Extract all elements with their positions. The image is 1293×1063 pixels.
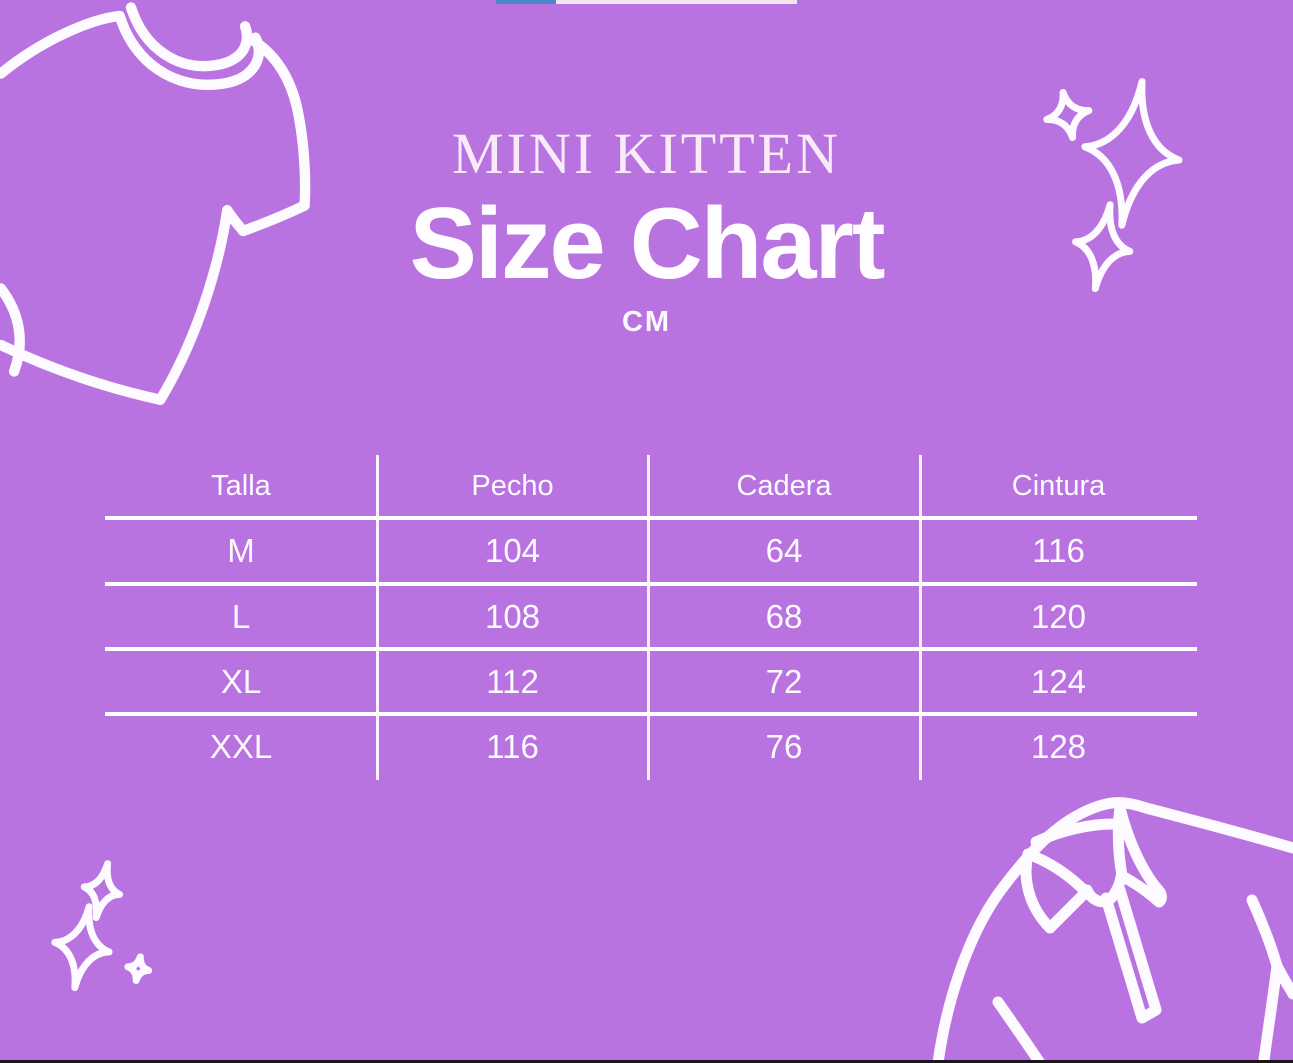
table-row: L 108 68 120 <box>105 584 1197 649</box>
table-cell: 116 <box>486 728 539 765</box>
sparkles-bottom-left-icon <box>40 830 260 1030</box>
video-progress-bar[interactable] <box>0 0 1293 4</box>
unit-label: CM <box>621 306 672 338</box>
bottom-edge-bar <box>0 1060 1293 1063</box>
table-cell: 112 <box>486 662 539 700</box>
table-cell: XL <box>220 662 262 700</box>
table-divider <box>919 455 922 780</box>
title-block: MINI KITTEN Size Chart CM <box>0 120 1293 339</box>
table-cell: 72 <box>765 662 803 700</box>
column-header-talla: Talla <box>211 470 271 502</box>
table-cell: 120 <box>1030 597 1087 635</box>
table-cell: 108 <box>484 597 541 635</box>
table-cell: 124 <box>1030 662 1087 700</box>
table-divider <box>105 712 1197 716</box>
table-cell: 64 <box>765 532 803 569</box>
table-divider <box>647 455 650 780</box>
table-divider <box>105 516 1197 520</box>
table-cell: M <box>227 532 255 569</box>
table-row: M 104 64 116 <box>105 518 1197 584</box>
table-cell: 76 <box>765 728 803 765</box>
table-cell: 128 <box>1030 728 1087 765</box>
progress-segment-buffered <box>556 0 797 4</box>
table-divider <box>376 455 379 780</box>
table-cell: 68 <box>765 597 803 635</box>
table-header-row: Talla Pecho Cadera Cintura <box>105 455 1197 518</box>
table-cell: 104 <box>484 532 541 569</box>
column-header-cadera: Cadera <box>736 470 832 502</box>
size-table: Talla Pecho Cadera Cintura M 104 64 116 … <box>105 455 1197 780</box>
column-header-cintura: Cintura <box>1011 470 1106 502</box>
table-divider <box>105 582 1197 586</box>
table-row: XL 112 72 124 <box>105 649 1197 714</box>
polo-shirt-outline-icon <box>930 790 1293 1063</box>
brand-name: MINI KITTEN <box>452 121 841 186</box>
progress-segment-played <box>496 0 556 4</box>
table-cell: 116 <box>1032 532 1085 569</box>
table-divider <box>105 647 1197 651</box>
column-header-pecho: Pecho <box>471 470 554 502</box>
page-title: Size Chart <box>409 188 886 300</box>
table-cell: L <box>231 597 251 635</box>
table-row: XXL 116 76 128 <box>105 714 1197 780</box>
table-cell: XXL <box>209 728 273 765</box>
